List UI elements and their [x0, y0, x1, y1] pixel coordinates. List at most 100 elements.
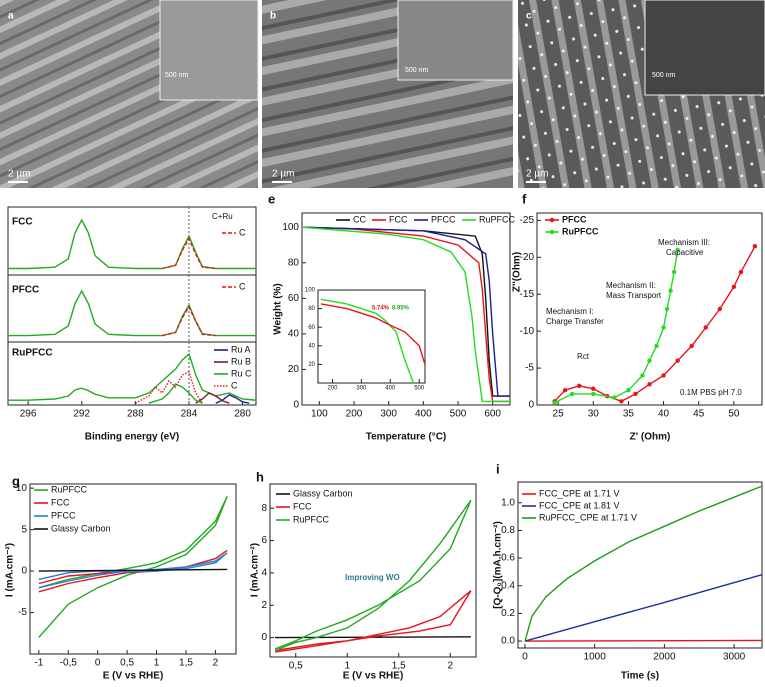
x-axis-label: Z' (Ohm)	[630, 432, 671, 443]
series-line	[38, 552, 228, 589]
legend-label: PFCC	[51, 510, 76, 520]
marker	[675, 358, 680, 363]
marker	[671, 269, 677, 275]
series-line	[38, 568, 228, 572]
y-tick-label: 100	[305, 288, 316, 294]
y-tick-label: -20	[520, 252, 535, 263]
series-line	[195, 392, 230, 404]
y-tick-label: 20	[308, 362, 315, 368]
annotation: Capacitive	[666, 248, 704, 257]
x-axis-label: Time (s)	[621, 671, 659, 682]
x-tick-label: 30	[588, 409, 600, 420]
x-tick-label: 296	[20, 409, 37, 420]
x-tick-label: 280	[234, 409, 251, 420]
legend-label: FCC	[389, 214, 408, 224]
series-line	[274, 499, 472, 652]
marker	[552, 400, 557, 405]
series-line	[38, 549, 228, 593]
y-tick-label: 0.6	[501, 553, 515, 564]
legend-label: C	[239, 227, 246, 237]
y-tick-label: 2	[261, 600, 267, 611]
x-tick-label: 0,5	[289, 661, 303, 672]
annotation: Rct	[577, 352, 590, 361]
series-line	[524, 574, 763, 642]
y-tick-label: 60	[308, 325, 315, 331]
x-tick-label: 50	[728, 409, 740, 420]
legend-label: FCC	[51, 497, 70, 507]
y-axis-label: I (mA.cm⁻²)	[5, 543, 16, 597]
annotation: Mechanism I:	[546, 307, 594, 316]
marker	[661, 373, 666, 378]
x-tick-label: 1	[344, 661, 350, 672]
x-tick-label: 1	[154, 658, 160, 669]
marker	[612, 395, 617, 400]
legend-label: FCC	[293, 501, 312, 511]
series-line	[301, 226, 510, 397]
y-tick-label: 80	[288, 257, 300, 268]
legend-label: Glassy Carbon	[293, 488, 353, 498]
marker	[647, 358, 652, 363]
y-axis-label: Z''(Ohm)	[512, 252, 523, 292]
x-axis-label: E (V vs RHE)	[103, 671, 164, 682]
series-line	[554, 245, 756, 403]
legend-label: PFCC	[431, 214, 456, 224]
marker	[717, 306, 723, 312]
legend-label: RuPFCC	[479, 214, 516, 224]
legend-marker	[549, 229, 555, 235]
x-tick-label: 0,5	[120, 658, 134, 669]
panel-label: g	[12, 473, 20, 488]
marker	[731, 284, 737, 290]
y-tick-label: 100	[282, 222, 299, 233]
y-tick-label: 5	[21, 524, 27, 535]
y-tick-label: 80	[308, 306, 315, 312]
plot-frame	[269, 483, 477, 658]
marker	[591, 391, 596, 397]
legend-label: FCC_CPE at 1.81 V	[539, 500, 620, 510]
legend-label: RuPFCC	[293, 514, 330, 524]
x-tick-label: 288	[127, 409, 144, 420]
y-tick-label: -5	[525, 363, 534, 374]
annotation: Mass Transport	[606, 291, 662, 300]
series-line	[301, 226, 510, 403]
annotation: Mechanism III:	[658, 238, 710, 247]
series-line	[320, 298, 415, 384]
x-tick-label: 300	[380, 409, 397, 420]
marker	[675, 247, 680, 253]
marker	[703, 325, 708, 330]
y-tick-label: -15	[520, 289, 535, 300]
y-axis-label: [Q-Q₀](mA.h.cm⁻²)	[493, 521, 504, 609]
annotation: C+Ru	[212, 212, 233, 221]
y-tick-label: 0.4	[501, 580, 515, 591]
legend-label: PFCC	[562, 214, 587, 224]
sem-b: b 2 µm 500 nm	[262, 0, 514, 188]
marker	[576, 383, 582, 388]
annotation: 5.74%	[372, 306, 390, 312]
marker	[689, 343, 694, 349]
x-axis-label: Binding energy (eV)	[85, 432, 179, 443]
marker	[569, 391, 575, 397]
marker	[668, 288, 673, 293]
plot-frame	[7, 274, 257, 343]
y-tick-label: 8	[261, 503, 267, 514]
y-tick-label: 6	[261, 535, 267, 546]
series-line	[320, 303, 426, 365]
panel-label: f	[522, 191, 527, 206]
x-tick-label: 40	[658, 409, 670, 420]
y-axis-label: Weight (%)	[273, 283, 284, 334]
x-tick-label: -1	[34, 658, 43, 669]
legend-label: FCC_CPE at 1.71 V	[539, 488, 620, 498]
y-tick-label: 60	[288, 293, 300, 304]
marker	[591, 386, 596, 391]
legend-label: CC	[353, 214, 366, 224]
series-line	[148, 383, 203, 404]
x-tick-label: 0	[95, 658, 101, 669]
panel-label: e	[268, 191, 275, 206]
plot-frame	[536, 212, 763, 406]
legend-label: C	[231, 380, 238, 390]
x-tick-label: 25	[553, 409, 565, 420]
x-tick-label: 200	[327, 386, 338, 392]
y-tick-label: -25	[520, 215, 535, 226]
panel-label: c	[526, 11, 532, 22]
